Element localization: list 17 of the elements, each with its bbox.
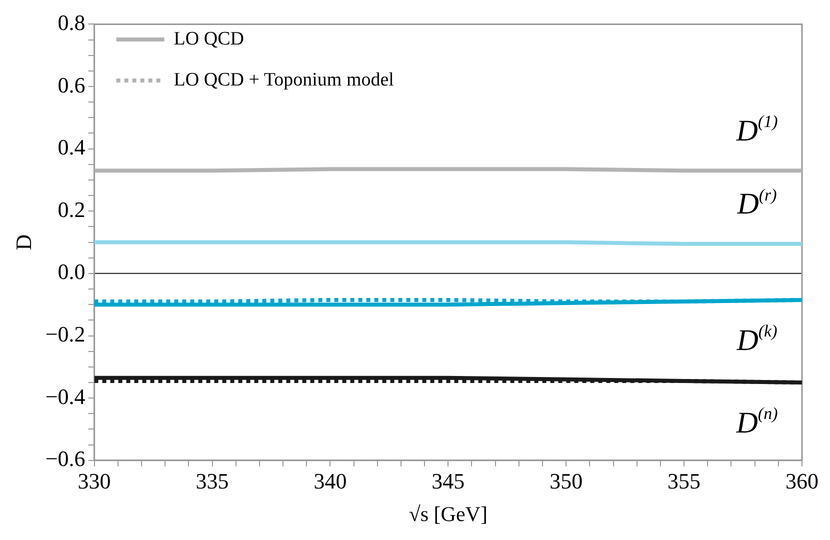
y-tick-label: 0.6 xyxy=(58,72,86,98)
x-tick-label: 345 xyxy=(432,468,465,494)
y-tick-label: 0.8 xyxy=(58,10,86,35)
legend-label: LO QCD + Toponium model xyxy=(174,69,394,90)
y-axis-title: D xyxy=(10,234,36,250)
x-tick-label: 350 xyxy=(550,468,583,494)
y-tick-label: −0.4 xyxy=(45,384,86,409)
x-axis-title: √s [GeV] xyxy=(408,502,488,526)
y-tick-label: 0.4 xyxy=(58,134,86,160)
x-tick-label: 355 xyxy=(668,468,701,494)
y-tick-label: 0.2 xyxy=(58,196,86,222)
y-tick-label: −0.2 xyxy=(45,322,86,347)
y-tick-label: 0.0 xyxy=(58,259,86,284)
x-tick-label: 335 xyxy=(196,468,229,494)
legend-label: LO QCD xyxy=(174,28,244,50)
x-tick-label: 360 xyxy=(786,468,818,494)
x-tick-label: 340 xyxy=(314,468,347,494)
